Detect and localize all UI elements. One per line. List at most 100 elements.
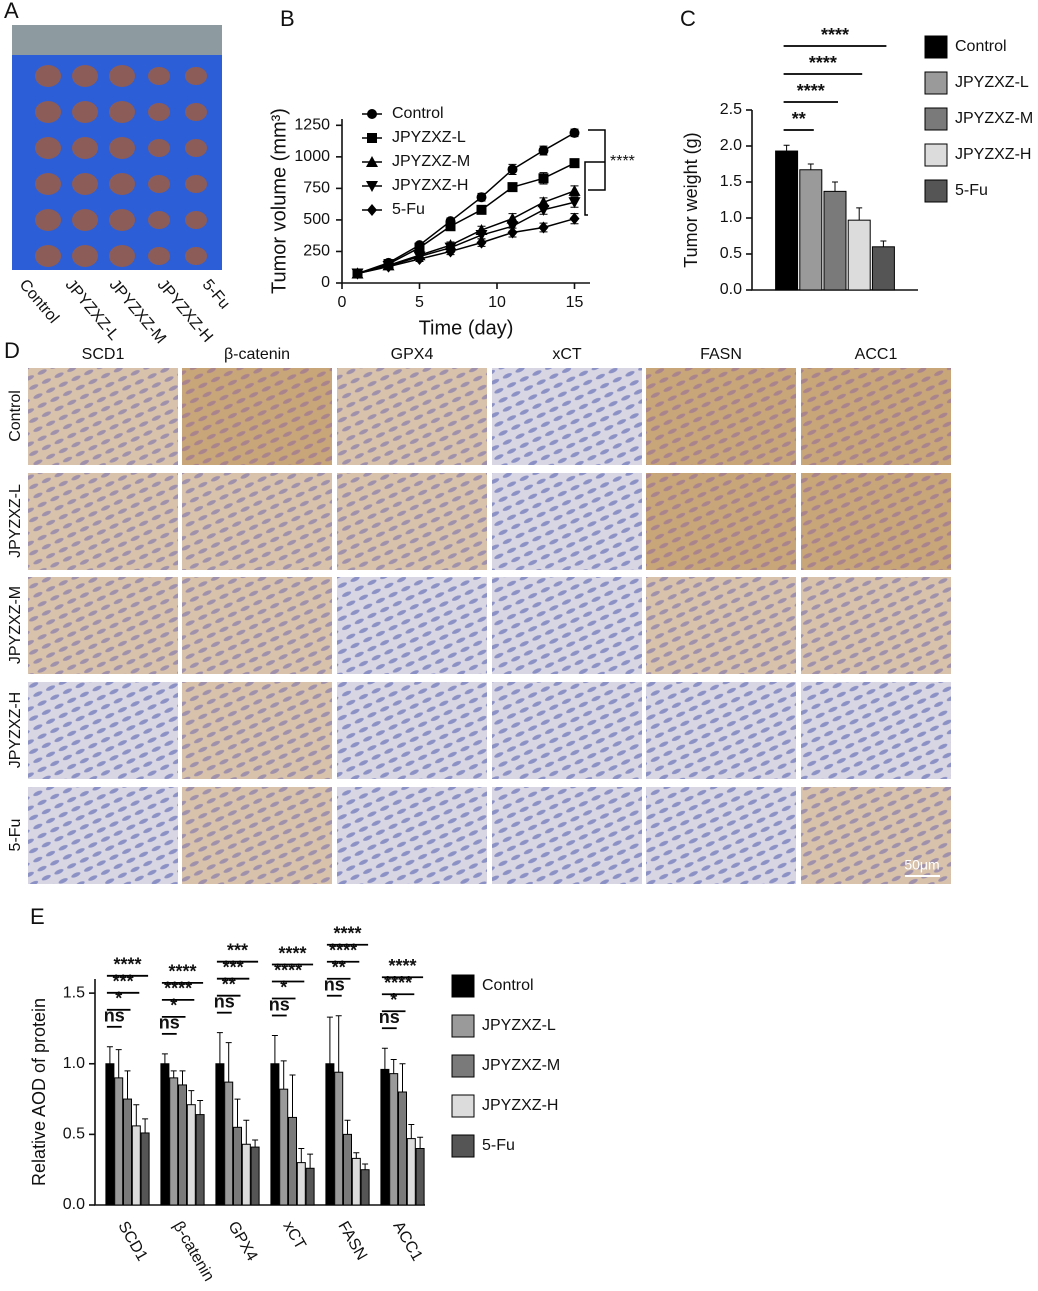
y-tick-label: 0.5 [720,245,742,262]
tumor [35,245,61,267]
legend-swatch [451,1054,475,1078]
tumor [148,211,170,229]
significance: * [390,990,397,1010]
marker [568,184,581,196]
ihc-image [337,473,487,570]
tumor [148,103,170,121]
tumor [109,173,135,195]
bar [279,1088,289,1206]
legend-swatch [924,107,948,131]
bar [123,1098,132,1206]
y-tick-label: 2.5 [720,101,742,118]
tumor [109,209,135,231]
error-bar [408,1123,415,1139]
error-bar [142,1118,149,1133]
y-tick-label: 0.0 [720,281,742,298]
ihc-image [646,787,796,884]
tumor [185,67,207,85]
error-bar [216,1032,223,1064]
bar [160,1063,170,1206]
bar [775,150,799,291]
ihc-image [182,787,332,884]
marker [507,182,518,193]
error-bar [298,1148,305,1163]
group-label: Control [16,276,62,326]
ihc-image [28,682,178,779]
error-bar [271,1035,278,1064]
marker [507,164,518,175]
ihc-image [646,682,796,779]
group-label: 5-Fu [199,276,233,312]
significance: **** [610,153,635,170]
ihc-image [337,787,487,884]
bar [296,1162,306,1206]
error-bar [344,1119,351,1135]
y-tick-label: 750 [303,180,330,197]
legend-label: JPYZXZ-M [392,153,470,170]
legend-label: JPYZXZ-M [482,1057,560,1074]
error-bar [289,1074,296,1118]
tumor [72,245,98,267]
ihc-image [492,368,642,465]
x-tick-label: GPX4 [224,1219,260,1265]
y-tick-label: 0.0 [63,1196,85,1213]
bar [871,246,895,291]
marker [476,236,487,249]
column-label: GPX4 [391,346,434,363]
column-label: xCT [552,346,582,363]
error-bar [252,1139,259,1148]
y-tick-label: 1.0 [63,1055,85,1072]
marker [383,260,394,273]
error-bar [399,1063,406,1092]
error-bar [161,1053,168,1064]
tumor [148,247,170,265]
significance: **** [168,962,196,982]
bar [305,1167,315,1206]
row-label: Control [7,390,24,442]
significance: **** [388,956,416,976]
significance: **** [113,955,141,975]
tumor [185,211,207,229]
bar [823,190,847,291]
ihc-image [801,473,951,570]
legend-swatch [924,35,948,59]
legend-swatch [451,1014,475,1038]
bar [131,1125,141,1206]
error-bar [362,1163,369,1170]
y-axis-label: Relative AOD of protein [29,998,49,1186]
legend-label: Control [955,38,1007,55]
ihc-image [182,682,332,779]
marker [475,230,488,242]
marker [569,158,580,169]
panel-label: B [280,6,295,31]
tumor [35,209,61,231]
x-tick-label: β-catenin [169,1219,217,1285]
error-bar [106,1046,113,1064]
row-label: JPYZXZ-M [7,586,24,664]
legend-label: JPYZXZ-H [955,146,1031,163]
error-bar [133,1104,140,1126]
x-tick-label: SCD1 [114,1219,150,1265]
y-tick-label: 1000 [294,148,330,165]
error-bar [326,1016,333,1064]
significance: **** [821,25,849,45]
tumor [72,137,98,159]
legend-swatch [451,1134,475,1158]
y-tick-label: 250 [303,243,330,260]
ihc-image [646,473,796,570]
bar [233,1126,242,1206]
bar [360,1169,370,1206]
bar [351,1157,361,1206]
significance: **** [278,943,306,963]
x-tick-label: 0 [338,294,347,311]
ihc-image [337,368,487,465]
tumor [148,67,170,85]
bar [288,1116,297,1206]
error-bar [188,1090,195,1105]
tumor [35,137,61,159]
marker [352,267,363,280]
bar [215,1063,225,1206]
legend-swatch [924,179,948,203]
tumor [72,101,98,123]
